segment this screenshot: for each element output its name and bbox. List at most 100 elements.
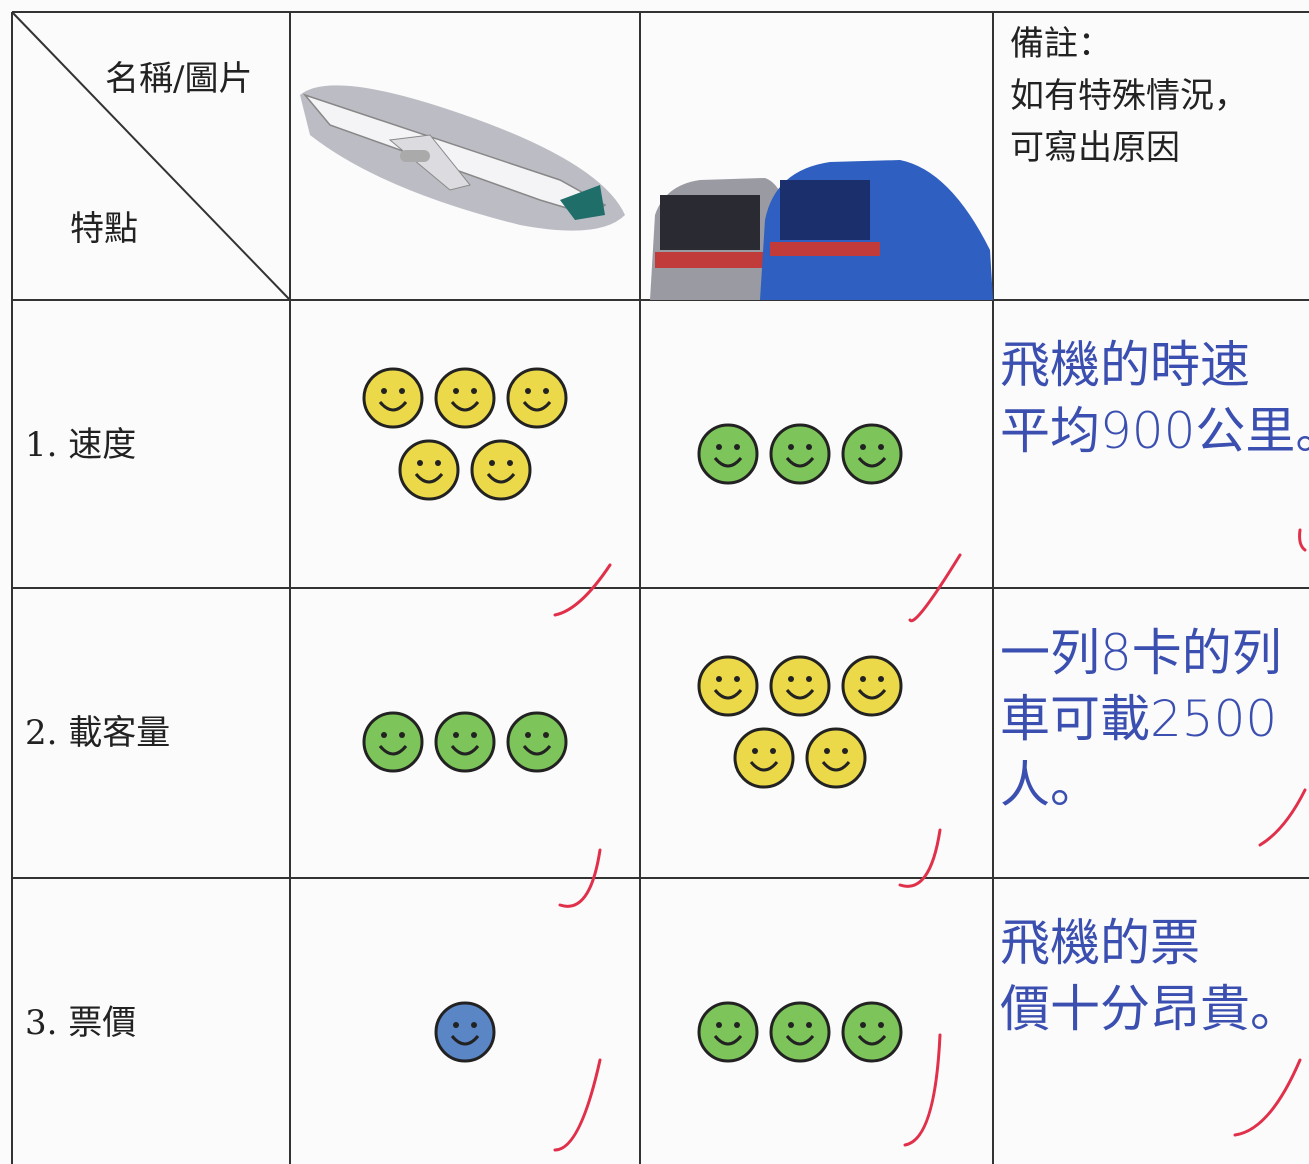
- smiley-face: [841, 655, 903, 717]
- row-label: 3. 票價: [25, 1003, 136, 1043]
- smiley-face: [697, 655, 759, 717]
- smiley-face: [769, 655, 831, 717]
- note-header-line: 備註：: [1010, 24, 1112, 64]
- eye: [471, 1022, 477, 1028]
- eye: [399, 388, 405, 394]
- eye: [471, 732, 477, 738]
- mouth: [713, 689, 743, 700]
- face: [506, 367, 568, 429]
- eye: [543, 388, 549, 394]
- smiley-face: [434, 1001, 496, 1063]
- face: [805, 727, 867, 789]
- face: [470, 439, 532, 501]
- smiley-face: [506, 711, 568, 773]
- eye: [842, 748, 848, 754]
- mouth: [749, 761, 779, 772]
- mouth: [821, 761, 851, 772]
- eye: [878, 676, 884, 682]
- face: [697, 1001, 759, 1063]
- handwritten-note: 飛機的票: [1000, 914, 1200, 972]
- eye: [716, 676, 722, 682]
- eye: [716, 1022, 722, 1028]
- mouth: [450, 1035, 480, 1046]
- handwritten-note: 車可載2500: [1000, 690, 1277, 748]
- row-label: 1. 速度: [25, 425, 136, 465]
- face: [398, 439, 460, 501]
- train-picture: [650, 160, 993, 300]
- handwritten-note: 平均900公里。: [1000, 402, 1309, 460]
- smiley-face: [398, 439, 460, 501]
- eye: [507, 460, 513, 466]
- mouth: [713, 1035, 743, 1046]
- smiley-face: [733, 727, 795, 789]
- mouth: [486, 473, 516, 484]
- smiley-face: [697, 1001, 759, 1063]
- corner-top-label: 名稱/圖片: [105, 59, 252, 99]
- face: [841, 1001, 903, 1063]
- mouth: [713, 457, 743, 468]
- face: [769, 1001, 831, 1063]
- eye: [435, 460, 441, 466]
- smiley-face: [470, 439, 532, 501]
- note-header-line: 如有特殊情況，: [1010, 76, 1248, 116]
- mouth: [378, 745, 408, 756]
- face: [362, 367, 424, 429]
- smiley-face: [434, 367, 496, 429]
- handwritten-note: 飛機的時速: [1000, 336, 1250, 394]
- eye: [734, 444, 740, 450]
- check-marks: [553, 528, 1307, 1152]
- handwritten-note: 人。: [1000, 756, 1100, 814]
- face: [769, 655, 831, 717]
- face: [434, 367, 496, 429]
- row-label: 2. 載客量: [25, 713, 170, 753]
- face: [362, 711, 424, 773]
- smiley-face: [805, 727, 867, 789]
- smiley-face: [697, 423, 759, 485]
- smiley-face: [362, 711, 424, 773]
- mouth: [857, 1035, 887, 1046]
- note-header-line: 可寫出原因: [1010, 128, 1180, 168]
- corner-bottom-label: 特點: [70, 209, 138, 249]
- eye: [734, 676, 740, 682]
- eye: [489, 460, 495, 466]
- eye: [824, 748, 830, 754]
- eye: [806, 676, 812, 682]
- eye: [525, 732, 531, 738]
- face: [434, 711, 496, 773]
- eye: [788, 676, 794, 682]
- airplane-picture: [300, 85, 625, 231]
- face: [841, 655, 903, 717]
- eye: [860, 676, 866, 682]
- eye: [878, 444, 884, 450]
- mouth: [857, 457, 887, 468]
- eye: [806, 444, 812, 450]
- handwritten-note: 價十分昂貴。: [1000, 980, 1300, 1038]
- mouth: [857, 689, 887, 700]
- eye: [788, 444, 794, 450]
- smiley-face: [506, 367, 568, 429]
- mouth: [522, 745, 552, 756]
- mouth: [450, 745, 480, 756]
- face: [697, 423, 759, 485]
- eye: [399, 732, 405, 738]
- face: [733, 727, 795, 789]
- face: [769, 423, 831, 485]
- face: [841, 423, 903, 485]
- eye: [752, 748, 758, 754]
- eye: [525, 388, 531, 394]
- smiley-face: [434, 711, 496, 773]
- eye: [860, 1022, 866, 1028]
- eye: [716, 444, 722, 450]
- face: [434, 1001, 496, 1063]
- mouth: [785, 1035, 815, 1046]
- eye: [453, 388, 459, 394]
- eye: [381, 388, 387, 394]
- eye: [417, 460, 423, 466]
- eye: [471, 388, 477, 394]
- eye: [860, 444, 866, 450]
- eye: [878, 1022, 884, 1028]
- smiley-face: [769, 423, 831, 485]
- mouth: [378, 401, 408, 412]
